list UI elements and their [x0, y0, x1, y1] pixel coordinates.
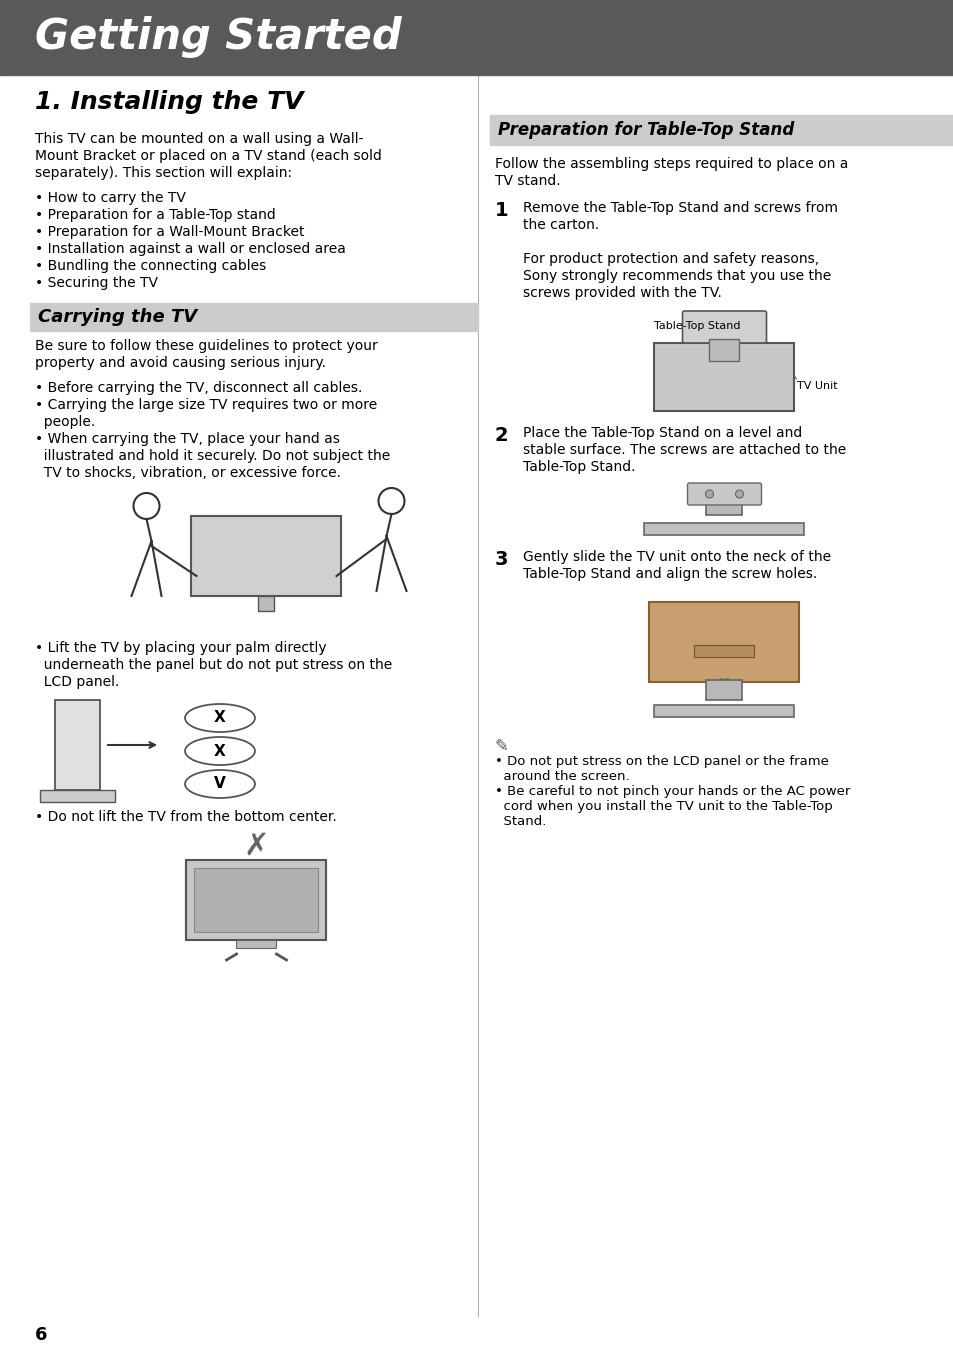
Text: Table-Top Stand: Table-Top Stand	[654, 321, 740, 331]
Text: 3: 3	[495, 551, 508, 570]
Text: Stand.: Stand.	[495, 815, 546, 829]
Text: Place the Table-Top Stand on a level and: Place the Table-Top Stand on a level and	[522, 426, 801, 439]
Bar	[654, 343, 794, 411]
Text: • Installation against a wall or enclosed area: • Installation against a wall or enclose…	[35, 241, 346, 256]
Text: property and avoid causing serious injury.: property and avoid causing serious injur…	[35, 357, 326, 370]
Text: Carrying the TV: Carrying the TV	[38, 308, 197, 325]
Bar	[258, 597, 274, 612]
Text: For product protection and safety reasons,: For product protection and safety reason…	[522, 252, 819, 266]
Text: • Lift the TV by placing your palm directly: • Lift the TV by placing your palm direc…	[35, 641, 326, 655]
Text: • Carrying the large size TV requires two or more: • Carrying the large size TV requires tw…	[35, 399, 376, 412]
FancyBboxPatch shape	[687, 483, 760, 504]
Text: Gently slide the TV unit onto the neck of the: Gently slide the TV unit onto the neck o…	[522, 551, 830, 564]
Text: V: V	[213, 777, 226, 792]
Bar	[55, 700, 100, 791]
Text: Getting Started: Getting Started	[35, 16, 401, 58]
Text: X: X	[213, 743, 226, 758]
Bar	[194, 868, 318, 932]
Bar	[706, 679, 741, 700]
Bar	[186, 860, 326, 940]
Text: 6: 6	[35, 1326, 48, 1344]
Text: underneath the panel but do not put stress on the: underneath the panel but do not put stre…	[35, 658, 392, 673]
Text: • Do not lift the TV from the bottom center.: • Do not lift the TV from the bottom cen…	[35, 810, 336, 824]
Text: • When carrying the TV, place your hand as: • When carrying the TV, place your hand …	[35, 433, 339, 446]
Text: Follow the assembling steps required to place on a: Follow the assembling steps required to …	[495, 157, 847, 171]
Text: Mount Bracket or placed on a TV stand (each sold: Mount Bracket or placed on a TV stand (e…	[35, 149, 381, 163]
Ellipse shape	[185, 770, 254, 797]
Text: illustrated and hold it securely. Do not subject the: illustrated and hold it securely. Do not…	[35, 449, 390, 462]
Bar	[709, 339, 739, 361]
Text: • Do not put stress on the LCD panel or the frame: • Do not put stress on the LCD panel or …	[495, 755, 828, 767]
Bar	[490, 115, 953, 145]
Bar	[192, 517, 341, 597]
Text: LCD panel.: LCD panel.	[35, 675, 119, 689]
Bar	[30, 302, 477, 331]
FancyBboxPatch shape	[681, 311, 765, 343]
Text: screws provided with the TV.: screws provided with the TV.	[522, 286, 721, 300]
Bar	[654, 705, 794, 717]
Text: Table-Top Stand and align the screw holes.: Table-Top Stand and align the screw hole…	[522, 567, 817, 580]
Text: 2: 2	[495, 426, 508, 445]
Bar	[236, 940, 276, 948]
Text: the carton.: the carton.	[522, 218, 598, 232]
Ellipse shape	[185, 704, 254, 732]
Bar	[649, 602, 799, 682]
Bar	[694, 645, 754, 658]
Bar	[706, 494, 741, 515]
Text: • Securing the TV: • Securing the TV	[35, 277, 158, 290]
Text: separately). This section will explain:: separately). This section will explain:	[35, 165, 292, 180]
Text: ✎: ✎	[495, 738, 508, 755]
Text: • Be careful to not pinch your hands or the AC power: • Be careful to not pinch your hands or …	[495, 785, 849, 797]
Text: 1. Installing the TV: 1. Installing the TV	[35, 89, 303, 114]
Text: Preparation for Table-Top Stand: Preparation for Table-Top Stand	[497, 121, 794, 140]
Text: TV stand.: TV stand.	[495, 174, 560, 188]
Text: X: X	[213, 711, 226, 725]
Text: • Bundling the connecting cables: • Bundling the connecting cables	[35, 259, 266, 273]
Ellipse shape	[185, 738, 254, 765]
Text: This TV can be mounted on a wall using a Wall-: This TV can be mounted on a wall using a…	[35, 132, 363, 146]
Text: people.: people.	[35, 415, 95, 428]
Text: • Before carrying the TV, disconnect all cables.: • Before carrying the TV, disconnect all…	[35, 381, 362, 395]
Circle shape	[378, 488, 404, 514]
Text: Sony strongly recommends that you use the: Sony strongly recommends that you use th…	[522, 268, 830, 283]
Circle shape	[705, 490, 713, 498]
Text: TV to shocks, vibration, or excessive force.: TV to shocks, vibration, or excessive fo…	[35, 466, 340, 480]
Text: • How to carry the TV: • How to carry the TV	[35, 191, 186, 205]
Text: Be sure to follow these guidelines to protect your: Be sure to follow these guidelines to pr…	[35, 339, 377, 353]
Circle shape	[133, 494, 159, 519]
Text: Table-Top Stand.: Table-Top Stand.	[522, 460, 635, 475]
Circle shape	[735, 490, 742, 498]
Text: Remove the Table-Top Stand and screws from: Remove the Table-Top Stand and screws fr…	[522, 201, 837, 216]
Text: TV Unit: TV Unit	[797, 381, 838, 391]
Text: • Preparation for a Table-Top stand: • Preparation for a Table-Top stand	[35, 207, 275, 222]
Text: stable surface. The screws are attached to the: stable surface. The screws are attached …	[522, 443, 845, 457]
Text: around the screen.: around the screen.	[495, 770, 629, 782]
Bar	[644, 523, 803, 536]
Text: ✗: ✗	[244, 833, 269, 861]
Text: • Preparation for a Wall-Mount Bracket: • Preparation for a Wall-Mount Bracket	[35, 225, 304, 239]
Bar	[0, 0, 953, 75]
Text: cord when you install the TV unit to the Table-Top: cord when you install the TV unit to the…	[495, 800, 832, 814]
Text: 1: 1	[495, 201, 508, 220]
Bar	[40, 791, 115, 801]
